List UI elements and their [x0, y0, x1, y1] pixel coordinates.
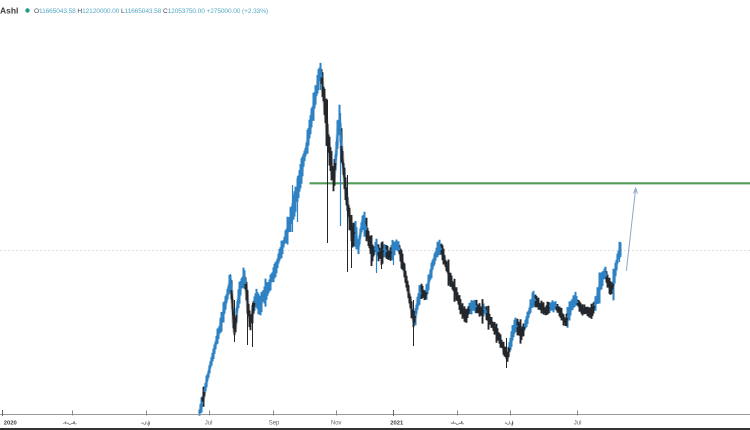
svg-text:O11665043.58 H12120000.00 L116: O11665043.58 H12120000.00 L11665043.58 C… [34, 8, 268, 15]
svg-text:Jul: Jul [205, 421, 213, 427]
svg-text:2021: 2021 [390, 421, 404, 427]
svg-text:Sep: Sep [269, 421, 280, 427]
svg-text:Nov: Nov [331, 421, 342, 427]
svg-text:Jul: Jul [574, 421, 582, 427]
svg-text:2020: 2020 [4, 421, 17, 427]
svg-text:Ashl: Ashl [0, 6, 18, 16]
